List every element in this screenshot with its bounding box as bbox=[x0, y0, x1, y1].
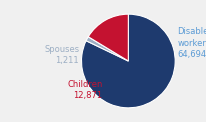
Text: Spouses
1,211: Spouses 1,211 bbox=[44, 45, 79, 65]
Text: Children
12,871: Children 12,871 bbox=[67, 80, 102, 100]
Wedge shape bbox=[86, 37, 128, 61]
Wedge shape bbox=[81, 14, 174, 108]
Text: Disabled
workers
64,694: Disabled workers 64,694 bbox=[177, 27, 206, 59]
Wedge shape bbox=[88, 14, 128, 61]
